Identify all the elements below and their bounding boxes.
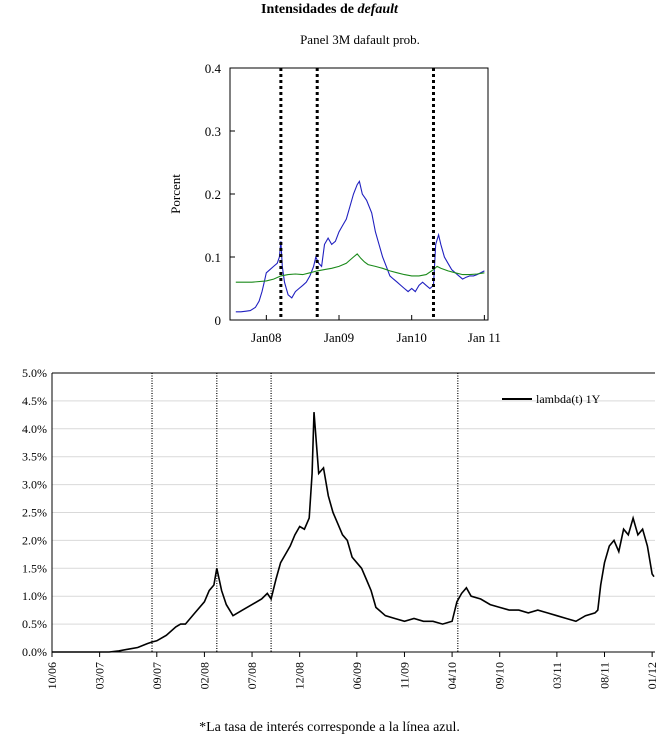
top-series-green <box>235 253 485 283</box>
bottom-x-tick-label: 12/08 <box>293 662 307 689</box>
top-chart: Panel 3M dafault prob. 0 0.1 0.2 0.3 0.4 Jan08… <box>168 32 501 345</box>
bottom-series-lambda <box>52 412 655 653</box>
top-y-tick-label: 0.2 <box>205 187 221 202</box>
bottom-x-tick-label: 03/07 <box>93 662 107 689</box>
bottom-y-tick-label: 1.0% <box>22 589 47 603</box>
footnote: *La tasa de interés corresponde a la lín… <box>199 720 460 735</box>
top-y-tick-label: 0.3 <box>205 124 221 139</box>
top-chart-title: Panel 3M dafault prob. <box>300 32 420 47</box>
top-series-blue <box>235 180 485 313</box>
bottom-x-tick-label: 09/07 <box>150 662 164 689</box>
bottom-x-tick-label: 01/12 <box>645 662 659 689</box>
bottom-y-tick-label: 4.0% <box>22 422 47 436</box>
figure-title: Intensidades de default <box>0 2 659 18</box>
bottom-x-tick-label: 11/09 <box>397 662 411 689</box>
bottom-y-tick-label: 1.5% <box>22 561 47 575</box>
top-x-tick-label: Jan09 <box>324 330 354 345</box>
figure-title-main: Intensidades de <box>261 2 358 17</box>
bottom-x-tick-label: 10/06 <box>45 662 59 689</box>
bottom-y-tick-label: 4.5% <box>22 394 47 408</box>
top-y-tick-label: 0 <box>215 313 222 328</box>
bottom-y-tick-label: 3.0% <box>22 478 47 492</box>
top-x-tick-label: Jan 11 <box>468 330 501 345</box>
bottom-y-tick-label: 5.0% <box>22 366 47 380</box>
bottom-y-tick-label: 3.5% <box>22 450 47 464</box>
top-y-tick-label: 0.4 <box>205 61 222 76</box>
top-plot-frame <box>229 67 489 321</box>
top-x-tick-label: Jan10 <box>397 330 427 345</box>
top-y-tick-label: 0.1 <box>205 250 221 265</box>
bottom-x-tick-label: 06/09 <box>350 662 364 689</box>
legend-label: lambda(t) 1Y <box>536 392 601 406</box>
figure-title-emph: default <box>357 2 398 17</box>
bottom-y-tick-label: 2.0% <box>22 533 47 547</box>
bottom-x-tick-label: 04/10 <box>445 662 459 689</box>
bottom-x-tick-label: 08/11 <box>598 662 612 689</box>
bottom-y-tick-label: 2.5% <box>22 506 47 520</box>
top-y-axis-label: Porcent <box>168 174 183 214</box>
bottom-x-tick-label: 03/11 <box>550 662 564 689</box>
bottom-y-tick-label: 0.5% <box>22 617 47 631</box>
bottom-y-tick-label: 0.0% <box>22 645 47 659</box>
top-x-tick-label: Jan08 <box>251 330 281 345</box>
bottom-x-tick-label: 02/08 <box>197 662 211 689</box>
bottom-x-tick-label: 09/10 <box>493 662 507 689</box>
bottom-x-tick-label: 07/08 <box>245 662 259 689</box>
